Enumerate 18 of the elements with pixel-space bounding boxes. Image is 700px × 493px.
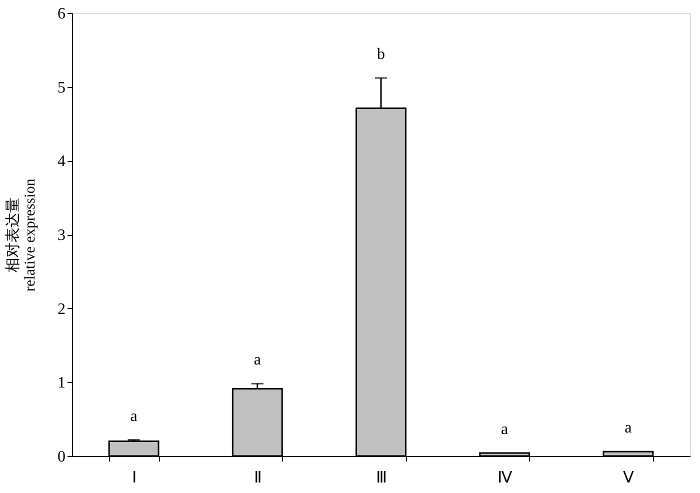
y-tick-label: 5	[58, 79, 66, 96]
y-tick-label: 4	[58, 153, 66, 170]
annotation: b	[377, 46, 385, 63]
y-tick-label: 3	[58, 227, 66, 244]
annotation: a	[624, 420, 632, 437]
y-tick-label: 2	[58, 300, 66, 318]
y-tick-label: 6	[58, 6, 66, 22]
x-tick-label: Ⅱ	[254, 470, 262, 486]
x-tick-label: Ⅳ	[498, 470, 513, 486]
x-tick-label: Ⅲ	[376, 470, 387, 486]
annotation: a	[254, 352, 261, 369]
x-tick-label: Ⅰ	[132, 470, 137, 486]
y-tick-label: 0	[58, 448, 66, 466]
annotation: a	[130, 408, 138, 425]
y-axis-title: 相对表达量 relative expression	[4, 178, 38, 292]
annotation: a	[501, 421, 508, 438]
x-tick-label: Ⅴ	[623, 470, 634, 486]
y-tick-label: 1	[58, 374, 66, 392]
